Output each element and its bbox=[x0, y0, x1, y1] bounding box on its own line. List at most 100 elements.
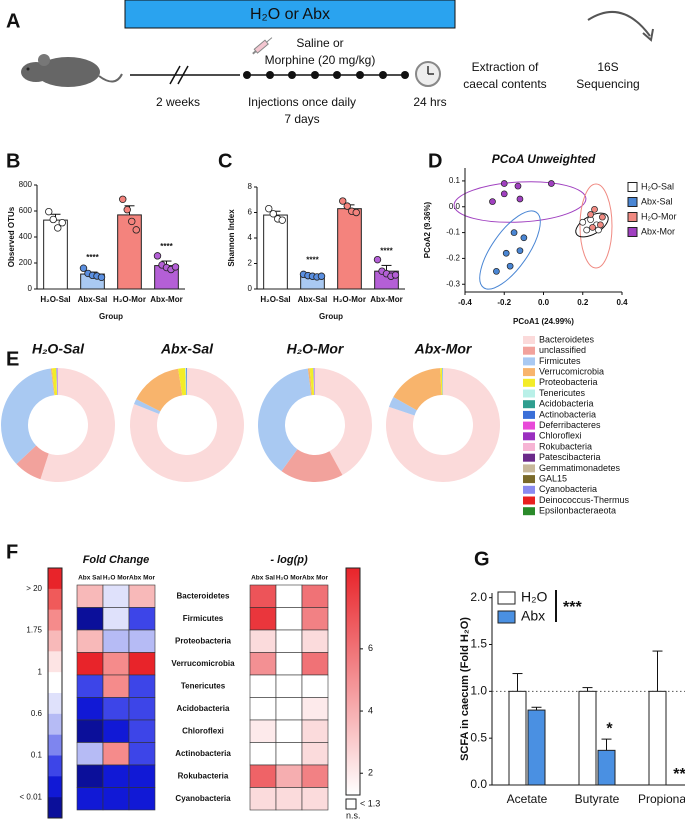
donut-segment bbox=[56, 368, 58, 396]
data-point bbox=[597, 221, 604, 229]
x-tick-label: -0.4 bbox=[458, 298, 472, 307]
x-tick-label: Acetate bbox=[507, 792, 548, 806]
panel-label: F bbox=[6, 541, 18, 563]
legend-label: H₂O-Sal bbox=[641, 181, 674, 191]
donut-segment bbox=[185, 368, 187, 396]
data-point bbox=[579, 218, 587, 226]
legend-swatch bbox=[523, 410, 535, 419]
data-point bbox=[128, 217, 136, 226]
data-point bbox=[591, 205, 598, 213]
significance-label: ** bbox=[673, 766, 685, 783]
panel-label: G bbox=[474, 548, 490, 570]
panel-label: B bbox=[6, 150, 20, 172]
donut-segment bbox=[313, 368, 315, 396]
y-tick-label: 4 bbox=[248, 233, 253, 242]
heatmap-title: Fold Change bbox=[83, 554, 150, 566]
y-tick-label: 0.5 bbox=[470, 730, 487, 744]
ns-label: < 1.3 bbox=[360, 798, 380, 808]
heatmap-cell bbox=[128, 652, 156, 676]
x-axis-label: PCoA1 (24.99%) bbox=[513, 317, 574, 326]
scale-block bbox=[48, 797, 62, 819]
bar bbox=[648, 690, 667, 786]
heatmap-cell bbox=[102, 607, 130, 631]
x-tick-label: Abx-Sal bbox=[298, 295, 328, 304]
bar bbox=[337, 208, 362, 290]
heatmap-cell bbox=[76, 764, 104, 788]
donut-segment bbox=[130, 368, 245, 483]
legend-swatch bbox=[627, 182, 638, 192]
donut-segment bbox=[136, 368, 183, 412]
data-point bbox=[516, 195, 524, 203]
legend-swatch bbox=[523, 368, 535, 377]
heatmap-cell bbox=[249, 697, 277, 721]
legend-label: Bacteroidetes bbox=[539, 334, 595, 344]
y-tick-label: 600 bbox=[19, 206, 33, 215]
scale-block bbox=[48, 651, 62, 673]
heatmap-cell bbox=[275, 719, 303, 743]
injection-label: Morphine (20 mg/kg) bbox=[265, 53, 376, 67]
donut-segment bbox=[313, 368, 315, 396]
schedule-label: Injections once daily bbox=[248, 95, 356, 109]
data-point bbox=[153, 252, 162, 260]
bar bbox=[578, 690, 597, 786]
y-tick-label: 0.0 bbox=[449, 202, 461, 211]
data-point bbox=[583, 226, 591, 234]
scale-label: 0.6 bbox=[31, 709, 43, 718]
scale-block bbox=[48, 755, 62, 777]
significance-label: * bbox=[606, 720, 613, 737]
group-ellipse bbox=[479, 210, 541, 290]
data-point bbox=[132, 226, 140, 234]
heatmap-cell bbox=[249, 742, 277, 766]
sequencing-label: 16S bbox=[597, 60, 618, 74]
x-tick-label: Abx-Mor bbox=[150, 295, 182, 304]
heatmap-cell bbox=[102, 674, 130, 698]
heatmap-cell bbox=[76, 719, 104, 743]
y-tick-label: -0.2 bbox=[446, 254, 460, 263]
data-point bbox=[339, 197, 347, 205]
data-point bbox=[49, 215, 57, 224]
x-tick-label: Butyrate bbox=[575, 792, 620, 806]
column-label: H₂O Mor bbox=[276, 575, 303, 582]
data-point bbox=[516, 247, 524, 255]
period-label: 2 weeks bbox=[156, 95, 200, 109]
donut-segment bbox=[441, 368, 443, 396]
sequencing-label: Sequencing bbox=[576, 77, 639, 91]
heatmap-cell bbox=[128, 607, 156, 631]
heatmap-cell bbox=[249, 764, 277, 788]
donut-segment bbox=[51, 368, 58, 396]
heatmap-cell bbox=[76, 697, 104, 721]
legend-label: unclassified bbox=[539, 345, 586, 355]
legend-label: Deinococcus-Thermus bbox=[539, 495, 630, 505]
group-ellipse bbox=[579, 183, 613, 269]
heatmap-cell bbox=[249, 652, 277, 676]
heatmap-cell bbox=[76, 652, 104, 676]
y-tick-label: 0 bbox=[248, 284, 253, 293]
donut-segment bbox=[307, 368, 313, 396]
row-label: Rokubacteria bbox=[178, 771, 229, 780]
scale-block bbox=[48, 693, 62, 715]
heatmap-cell bbox=[128, 629, 156, 653]
data-point bbox=[278, 216, 286, 224]
heatmap-cell bbox=[249, 584, 277, 608]
legend-swatch bbox=[497, 610, 516, 624]
scale-block bbox=[48, 776, 62, 798]
x-axis-label: Group bbox=[319, 312, 343, 321]
x-tick-label: H₂O-Sal bbox=[260, 295, 290, 304]
x-tick-label: -0.2 bbox=[497, 298, 511, 307]
legend-label: Chloroflexi bbox=[539, 431, 582, 441]
legend-swatch bbox=[523, 464, 535, 473]
data-point bbox=[269, 210, 277, 218]
row-label: Chloroflexi bbox=[182, 726, 224, 735]
bar bbox=[117, 214, 142, 290]
data-point bbox=[352, 208, 360, 217]
donut-title: H₂O-Sal bbox=[32, 341, 85, 357]
heatmap-cell bbox=[102, 697, 130, 721]
heatmap-cell bbox=[275, 584, 303, 608]
extraction-label: caecal contents bbox=[463, 77, 546, 91]
legend-swatch bbox=[523, 336, 535, 344]
heatmap-cell bbox=[275, 742, 303, 766]
heatmap-cell bbox=[301, 674, 329, 698]
y-tick-label: 200 bbox=[19, 258, 33, 267]
data-point bbox=[391, 271, 400, 279]
